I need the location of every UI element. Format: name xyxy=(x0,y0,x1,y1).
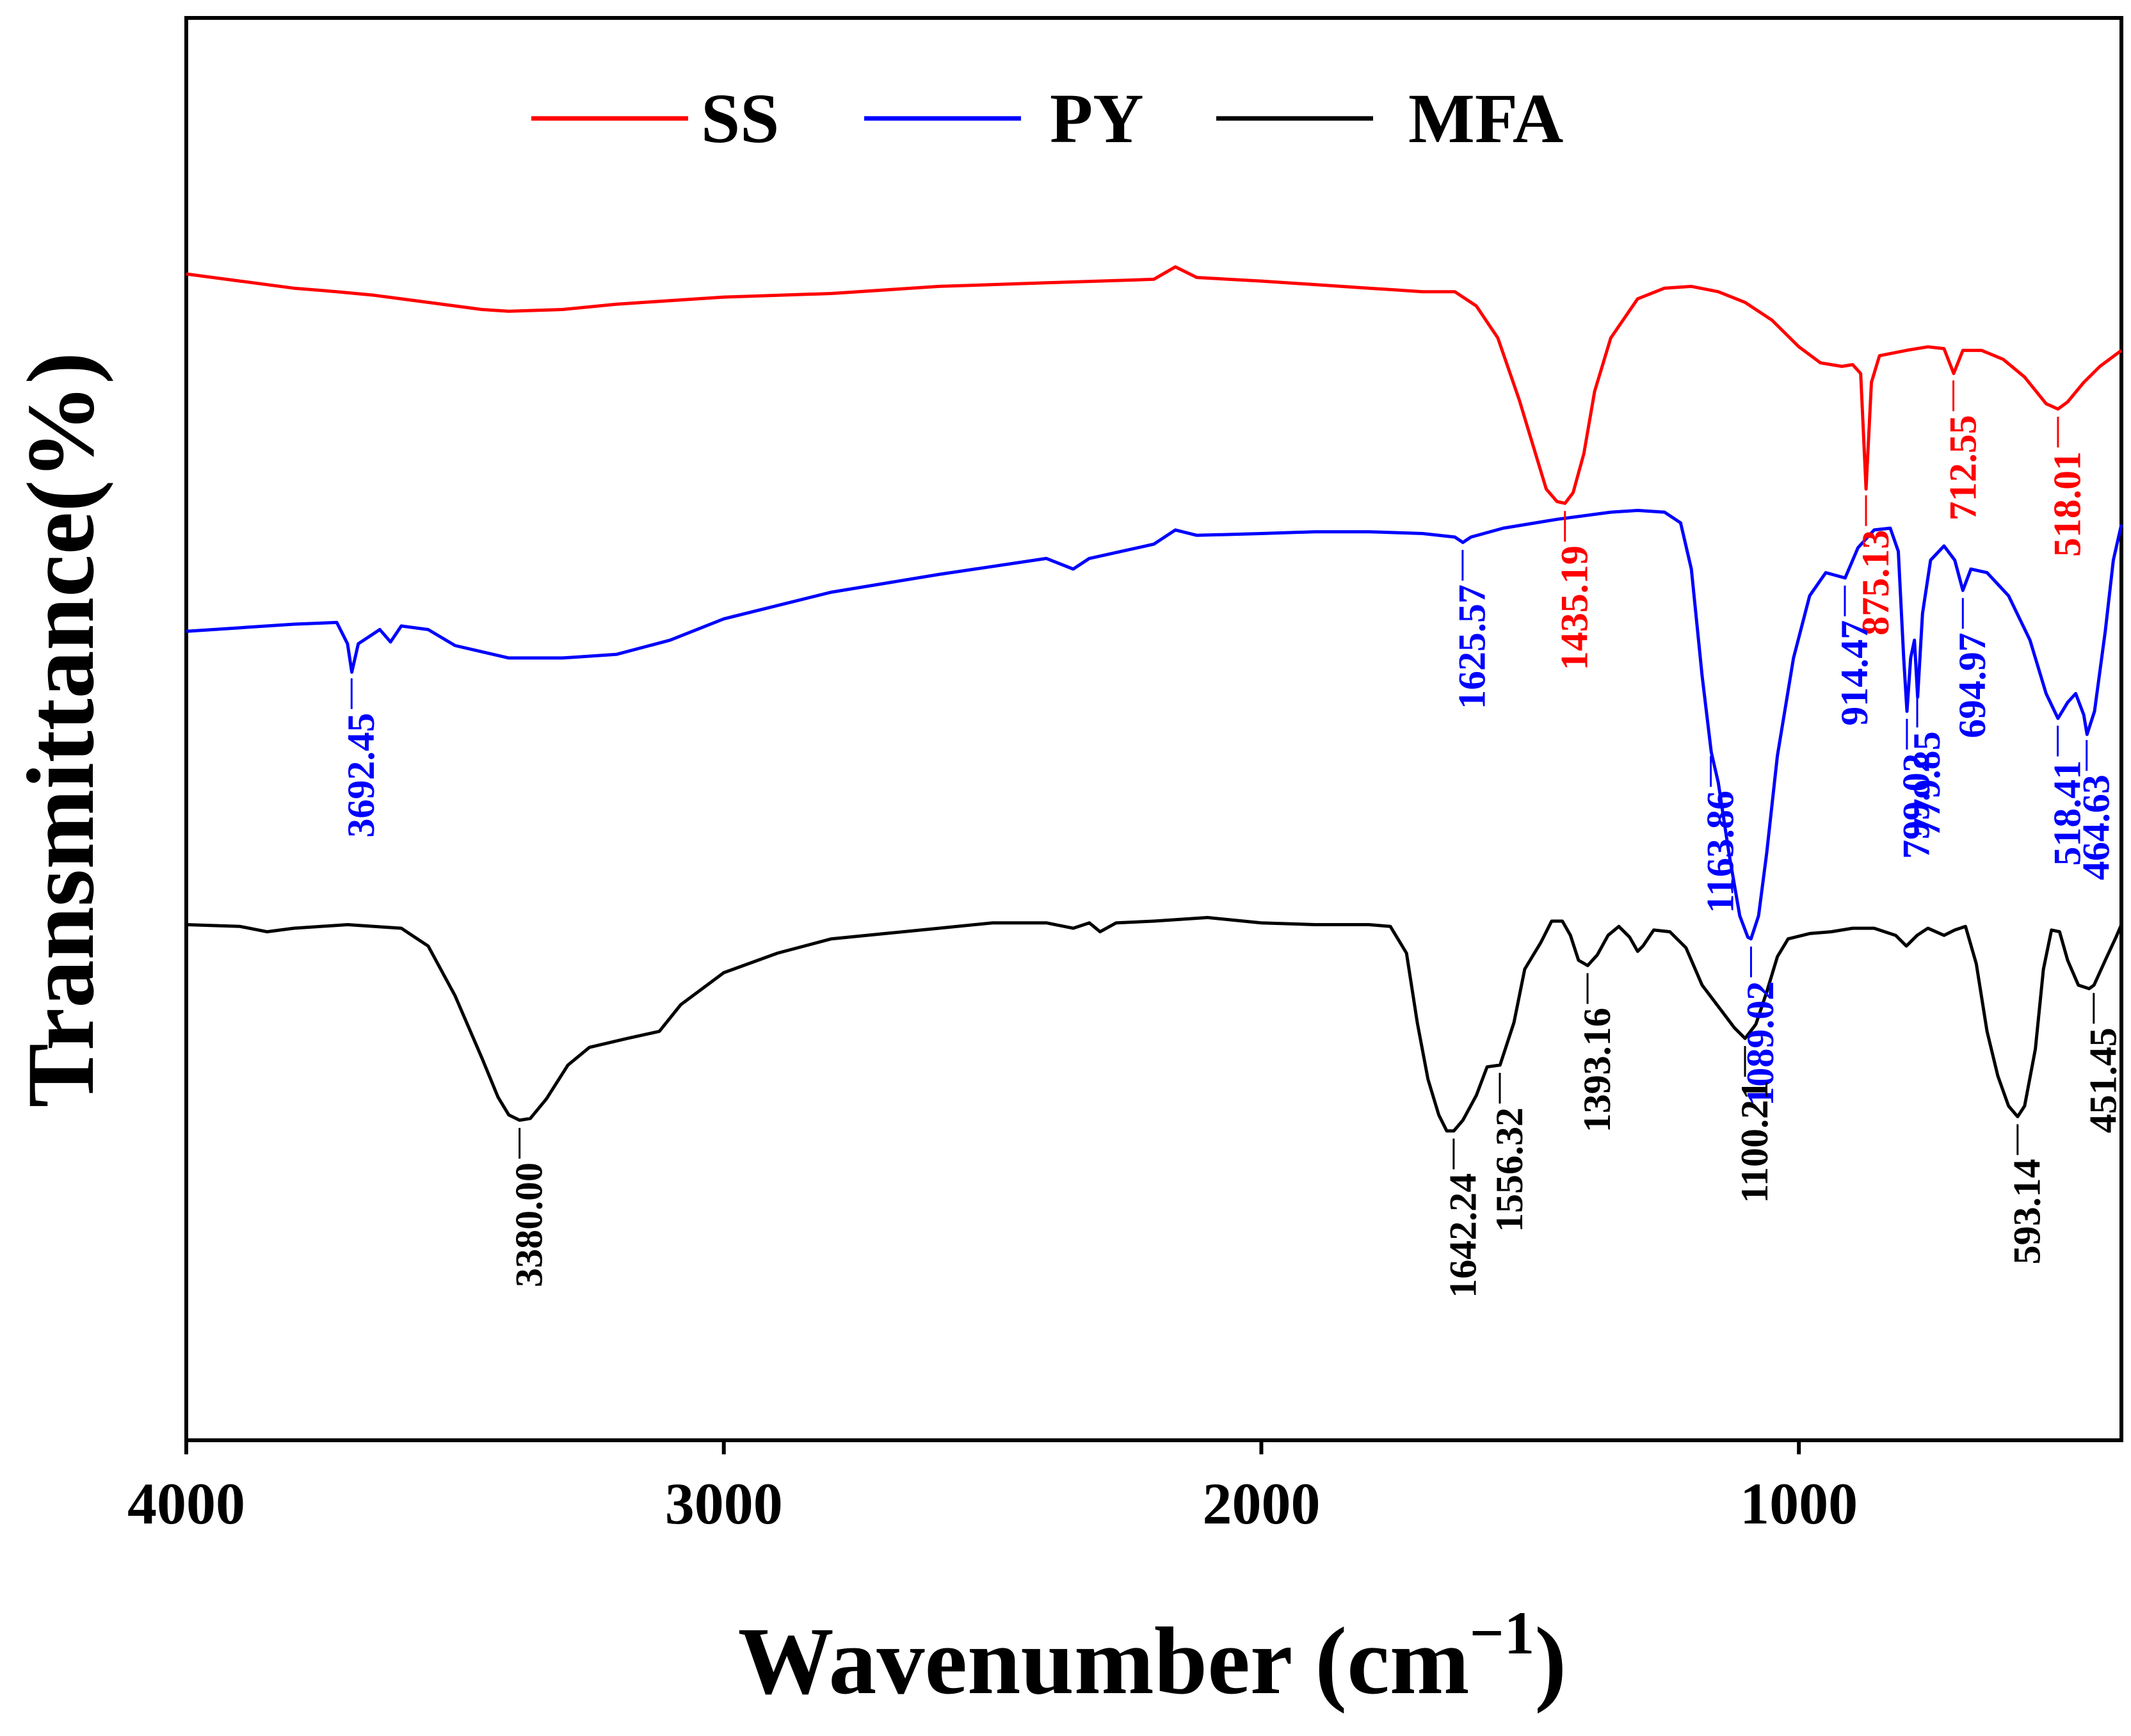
peak-label-ss-875-13: 875.13 xyxy=(1854,530,1897,636)
x-axis-title-superscript: −1 xyxy=(1470,1599,1535,1667)
peak-label-mfa-1100-21: 1100.21 xyxy=(1733,1081,1776,1203)
x-axis-title: Wavenumber (cm−1) xyxy=(738,1599,1567,1714)
peak-label-py-518-41: 518.41 xyxy=(2046,760,2088,866)
peak-label-mfa-1642-24: 1642.24 xyxy=(1442,1173,1484,1298)
x-tick-label-3000: 3000 xyxy=(665,1471,783,1536)
series-layer xyxy=(186,265,2123,1133)
peak-label-mfa-451-45: 451.45 xyxy=(2082,1027,2125,1133)
legend-label-ss: SS xyxy=(701,79,779,157)
x-tick-label-2000: 2000 xyxy=(1202,1471,1320,1536)
peak-label-py-464-63: 464.63 xyxy=(2075,775,2117,880)
x-axis-title-main: Wavenumber (cm xyxy=(738,1608,1470,1714)
series-line-ss xyxy=(186,265,2123,505)
peak-label-ss-712-55: 712.55 xyxy=(1942,415,1984,520)
x-axis-title-close: ) xyxy=(1534,1608,1566,1714)
peak-label-py-1163-86: 1163.86 xyxy=(1699,791,1741,913)
peak-label-py-3692-45: 3692.45 xyxy=(340,713,382,838)
peak-label-py-694-97: 694.97 xyxy=(1951,632,1993,738)
peak-label-mfa-3380-00: 3380.00 xyxy=(508,1162,550,1287)
peak-label-py-779-85: 779.85 xyxy=(1906,731,1948,837)
legend: SS PY MFA xyxy=(531,79,1563,157)
series-line-py xyxy=(186,508,2123,941)
peak-label-py-799-02: 799.02 xyxy=(1895,753,1938,859)
peak-label-ss-518-01: 518.01 xyxy=(2047,451,2089,557)
peak-label-mfa-1556-32: 1556.32 xyxy=(1488,1107,1531,1232)
peak-label-ss-1435-19: 1435.19 xyxy=(1553,545,1595,670)
peak-label-py-1625-57: 1625.57 xyxy=(1451,584,1493,709)
peak-annotations: 1435.19 875.13 712.55 518.01 3692.45 1625.57 1… xyxy=(340,380,2125,1298)
legend-label-py: PY xyxy=(1050,79,1144,157)
series-line-mfa xyxy=(186,915,2123,1133)
legend-label-mfa: MFA xyxy=(1408,79,1563,157)
plot-frame xyxy=(184,16,2123,1442)
x-tick-label-4000: 4000 xyxy=(127,1471,245,1536)
x-axis-ticks: 4000 3000 2000 1000 xyxy=(127,1440,1858,1536)
peak-label-mfa-593-14: 593.14 xyxy=(2006,1159,2048,1264)
peak-label-py-914-47: 914.47 xyxy=(1833,620,1876,726)
peak-label-mfa-1393-16: 1393.16 xyxy=(1576,1008,1618,1132)
peak-label-py-1089-02: 1089.02 xyxy=(1739,981,1781,1106)
x-tick-label-1000: 1000 xyxy=(1740,1471,1858,1536)
y-axis-title: Transmittance(%) xyxy=(8,352,114,1107)
